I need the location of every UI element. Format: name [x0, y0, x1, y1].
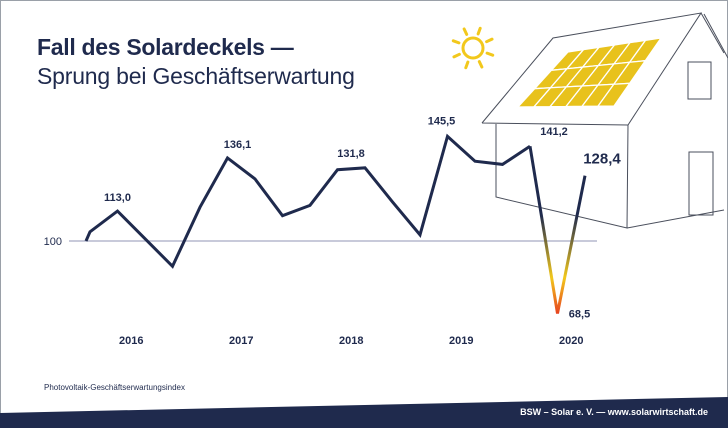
data-label: 68,5 — [569, 308, 590, 320]
source-label: Photovoltaik-Geschäftserwartungsindex — [44, 383, 185, 392]
gable-outline-2 — [703, 13, 728, 59]
door — [688, 151, 714, 216]
solar-panel — [596, 82, 631, 107]
data-label: 113,0 — [104, 192, 131, 204]
sun-icon — [451, 26, 495, 70]
sun-ray — [452, 52, 461, 59]
sun-disc — [461, 36, 485, 60]
data-label: 145,5 — [428, 115, 456, 127]
solar-panels — [516, 37, 663, 108]
house-icon — [481, 12, 728, 229]
sun-ray — [485, 37, 494, 44]
reference-label: 100 — [44, 236, 62, 248]
window — [687, 61, 712, 100]
data-label: 131,8 — [337, 148, 365, 160]
sun-ray — [476, 26, 482, 36]
gable-outline — [700, 12, 725, 54]
x-tick-label: 2018 — [339, 335, 363, 347]
sun-ray — [477, 60, 484, 69]
sun-ray — [462, 27, 469, 36]
x-tick-label: 2019 — [449, 335, 473, 347]
data-label: 128,4 — [583, 151, 621, 168]
chart-title: Fall des Solardeckels — — [37, 34, 294, 60]
series-line — [84, 133, 531, 269]
credit-text: BSW – Solar e. V. — www.solarwirtschaft.… — [520, 407, 708, 417]
sun-ray — [464, 60, 470, 70]
footer-band-shape — [0, 397, 728, 428]
side-wall-ground — [626, 209, 725, 229]
x-tick-label: 2016 — [119, 335, 143, 347]
sun-ray — [485, 51, 495, 57]
data-label: 141,2 — [540, 126, 568, 138]
chart-subtitle: Sprung bei Geschäftserwartung — [37, 63, 355, 89]
front-wall — [495, 124, 629, 229]
x-tick-label: 2017 — [229, 335, 253, 347]
data-label: 136,1 — [224, 139, 252, 151]
sun-ray — [451, 39, 461, 45]
x-tick-label: 2020 — [559, 335, 583, 347]
